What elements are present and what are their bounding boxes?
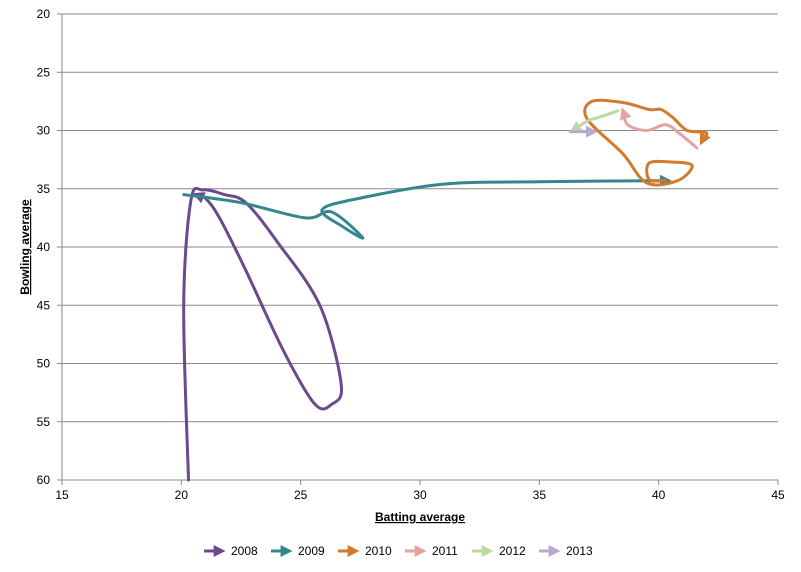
- x-tick-label: 35: [533, 488, 547, 502]
- series-line-2008: [182, 186, 344, 482]
- y-tick-label: 45: [37, 298, 51, 312]
- x-tick-label: 40: [652, 488, 666, 502]
- legend-item-2008: 2008: [204, 544, 258, 558]
- legend-label: 2009: [298, 544, 325, 558]
- legend-item-2012: 2012: [472, 544, 526, 558]
- x-tick-label: 45: [771, 488, 785, 502]
- y-tick-label: 40: [37, 240, 51, 254]
- y-axis-title: Bowling average: [18, 199, 32, 295]
- legend-label: 2011: [432, 544, 458, 558]
- legend-item-2010: 2010: [338, 544, 392, 558]
- legend-label: 2008: [231, 544, 258, 558]
- series-line-2012: [569, 109, 620, 133]
- y-tick-label: 30: [37, 124, 51, 138]
- y-tick-label: 60: [37, 473, 51, 487]
- legend-label: 2013: [566, 544, 593, 558]
- tick-labels: 20 25 30 35 40 45 50 55 60 15 20 25 30 35 40 45: [37, 7, 785, 502]
- x-axis-title: Batting average: [375, 510, 465, 524]
- y-tick-label: 20: [37, 7, 51, 21]
- legend-label: 2010: [365, 544, 392, 558]
- x-tick-label: 15: [55, 488, 69, 502]
- y-tick-label: 50: [37, 357, 51, 371]
- axes: [57, 13, 779, 485]
- legend-label: 2012: [499, 544, 526, 558]
- legend-item-2013: 2013: [539, 544, 593, 558]
- legend-item-2011: 2011: [405, 544, 458, 558]
- y-tick-label: 55: [37, 415, 51, 429]
- series-line-2009: [182, 174, 672, 240]
- series-line-2010: [583, 98, 711, 187]
- x-tick-label: 25: [294, 488, 308, 502]
- series-group: [182, 98, 711, 482]
- series-line-2011: [619, 107, 699, 150]
- x-tick-label: 20: [175, 488, 189, 502]
- legend: 2008 2009 2010 2011 2012 2013: [204, 544, 593, 558]
- y-tick-label: 25: [37, 65, 51, 79]
- y-tick-label: 35: [37, 182, 51, 196]
- legend-item-2009: 2009: [271, 544, 325, 558]
- x-tick-label: 30: [413, 488, 427, 502]
